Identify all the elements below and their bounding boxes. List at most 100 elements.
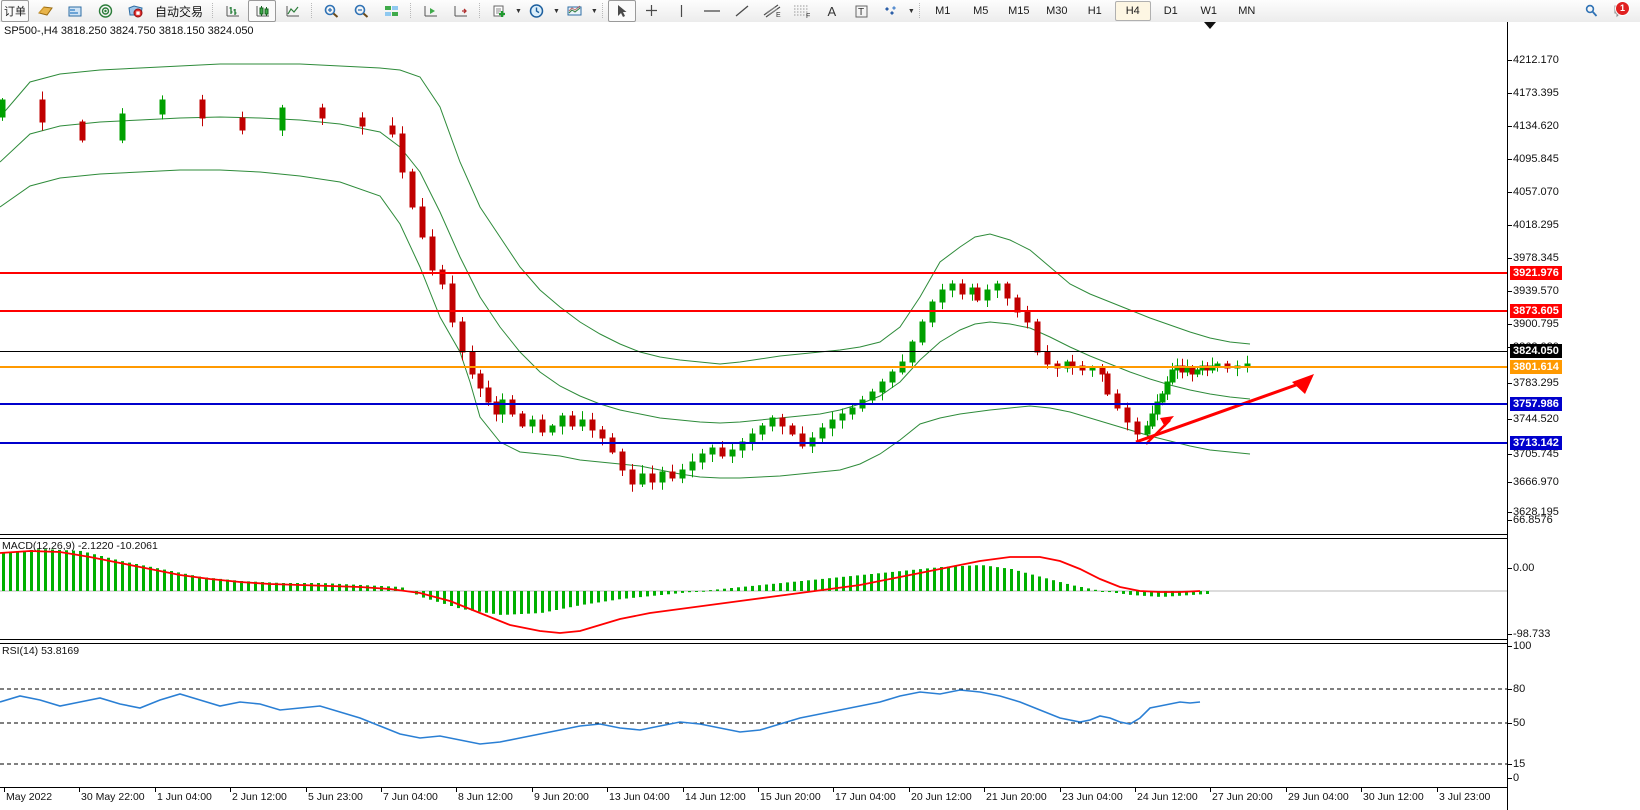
price-tick: 3666.970 <box>1508 476 1559 488</box>
price-tick: 3628.195 <box>1508 506 1559 518</box>
rsi-tick: 100 <box>1507 640 1532 652</box>
rsi-tick: 15 <box>1507 758 1526 770</box>
signals-icon[interactable] <box>91 0 119 22</box>
chart-shift-marker[interactable] <box>1204 22 1216 29</box>
time-tick-mark <box>155 788 156 792</box>
price-tick: 4095.845 <box>1508 153 1559 165</box>
crosshair-tool[interactable] <box>638 0 666 22</box>
equidistant-channel-tool[interactable]: E <box>758 0 786 22</box>
tile-windows-button[interactable] <box>377 0 405 22</box>
time-tick-mark <box>984 788 985 792</box>
fibonacci-retracement-tool[interactable]: F <box>788 0 816 22</box>
price-pane[interactable] <box>0 22 1508 512</box>
chart-window[interactable]: SP500-,H4 3818.250 3824.750 3818.150 382… <box>0 22 1640 810</box>
timeframe-w1[interactable]: W1 <box>1200 5 1218 17</box>
autotrading-button[interactable]: 自动交易 <box>155 4 204 19</box>
cursor-tool[interactable] <box>607 0 636 22</box>
text-label-tool[interactable]: T <box>848 0 876 22</box>
timeframe-h1[interactable]: H1 <box>1087 5 1102 17</box>
rsi-tick: 80 <box>1507 683 1526 695</box>
time-tick-mark <box>1361 788 1362 792</box>
line-chart-button[interactable] <box>278 0 306 22</box>
macd-tick: -98.733 <box>1507 628 1551 640</box>
timeframe-d1[interactable]: D1 <box>1163 5 1178 17</box>
objects-list-tool[interactable] <box>878 0 906 22</box>
price-label-pivot[interactable]: 3801.614 <box>1510 360 1562 374</box>
time-tick-label: 15 Jun 20:00 <box>760 791 821 803</box>
price-tick: 3705.745 <box>1508 448 1559 460</box>
timeframe-m15[interactable]: M15 <box>1008 5 1030 17</box>
periodicity-button[interactable] <box>523 0 551 22</box>
toolbar-separator <box>918 3 920 19</box>
timeframe-mn[interactable]: MN <box>1238 5 1256 17</box>
time-tick-label: 21 Jun 20:00 <box>986 791 1047 803</box>
indicators-dropdown-arrow[interactable]: ▼ <box>515 7 522 15</box>
chart-title: SP500-,H4 3818.250 3824.750 3818.150 382… <box>4 25 254 37</box>
price-level-line-resistance-2[interactable] <box>0 310 1508 312</box>
price-tick: 4134.620 <box>1508 120 1559 132</box>
macd-tick: 0.00 <box>1507 562 1535 574</box>
timeframe-h4[interactable]: H4 <box>1114 1 1151 21</box>
main-toolbar: 订单 自动交易 ▼ ▼ <box>0 0 1640 23</box>
timeframe-m5[interactable]: M5 <box>973 5 989 17</box>
price-tick: 4057.070 <box>1508 186 1559 198</box>
zoom-in-button[interactable] <box>317 0 345 22</box>
chat-icon[interactable]: 1 <box>1607 0 1635 22</box>
price-level-line-support-1[interactable] <box>0 403 1508 405</box>
time-tick-label: 3 Jul 23:00 <box>1439 791 1491 803</box>
time-tick-label: 23 Jun 04:00 <box>1062 791 1123 803</box>
text-tool[interactable]: A <box>827 3 837 19</box>
trendline-tool[interactable] <box>728 0 756 22</box>
rsi-pane[interactable] <box>0 644 1508 789</box>
price-level-line-current[interactable] <box>0 351 1508 352</box>
time-tick-mark <box>532 788 533 792</box>
toolbar-separator <box>479 3 481 19</box>
price-level-line-resistance-1[interactable] <box>0 272 1508 274</box>
time-tick-mark <box>833 788 834 792</box>
price-label-support-1[interactable]: 3757.986 <box>1510 397 1562 411</box>
horizontal-line-tool[interactable] <box>698 0 726 22</box>
time-tick-mark <box>79 788 80 792</box>
macd-tick: 66.8576 <box>1508 514 1553 526</box>
time-tick-mark <box>4 788 5 792</box>
price-label-support-2[interactable]: 3713.142 <box>1510 436 1562 450</box>
candlestick-chart-button[interactable] <box>248 0 277 22</box>
auto-scroll-button[interactable] <box>416 0 444 22</box>
price-label-resistance-2[interactable]: 3873.605 <box>1510 304 1562 318</box>
price-tick: 3783.295 <box>1508 377 1559 389</box>
time-tick-label: 29 Jun 04:00 <box>1288 791 1349 803</box>
price-level-line-support-2[interactable] <box>0 442 1508 444</box>
timeframe-m30[interactable]: M30 <box>1046 5 1068 17</box>
order-button[interactable]: 订单 <box>1 0 29 22</box>
periodicity-dropdown-arrow[interactable]: ▼ <box>552 7 560 15</box>
chart-shift-button[interactable] <box>446 0 474 22</box>
price-tick: 4212.170 <box>1508 54 1559 66</box>
zoom-out-button[interactable] <box>347 0 375 22</box>
time-tick-mark <box>1437 788 1438 792</box>
toolbar-separator <box>212 3 214 19</box>
data-window-icon[interactable] <box>61 0 89 22</box>
time-scale[interactable]: May 2022 30 May 22:00 1 Jun 04:00 2 Jun 12:… <box>0 787 1508 810</box>
vertical-line-tool[interactable] <box>668 0 696 22</box>
price-level-line-pivot[interactable] <box>0 366 1508 368</box>
templates-dropdown-arrow[interactable]: ▼ <box>590 7 598 15</box>
timeframe-m1[interactable]: M1 <box>935 5 951 17</box>
time-tick-mark <box>758 788 759 792</box>
bar-chart-button[interactable] <box>218 0 246 22</box>
price-label-current[interactable]: 3824.050 <box>1510 344 1562 358</box>
time-tick-mark <box>306 788 307 792</box>
macd-pane[interactable] <box>0 539 1508 639</box>
price-scale[interactable]: 4212.170 4173.395 4134.620 4095.845 4057… <box>1507 22 1640 810</box>
price-tick: 3978.345 <box>1508 252 1559 264</box>
objects-dropdown-arrow[interactable]: ▼ <box>907 7 915 15</box>
time-tick-mark <box>1135 788 1136 792</box>
price-tick: 3900.795 <box>1508 318 1559 330</box>
chart-style-icon[interactable] <box>31 0 59 22</box>
order-button-label: 订单 <box>4 6 26 18</box>
autotrading-icon[interactable] <box>121 0 149 22</box>
search-icon[interactable] <box>1577 0 1605 22</box>
price-label-resistance-1[interactable]: 3921.976 <box>1510 266 1562 280</box>
time-tick-label: 24 Jun 12:00 <box>1137 791 1198 803</box>
indicators-button[interactable] <box>485 0 513 22</box>
templates-button[interactable] <box>561 0 589 22</box>
